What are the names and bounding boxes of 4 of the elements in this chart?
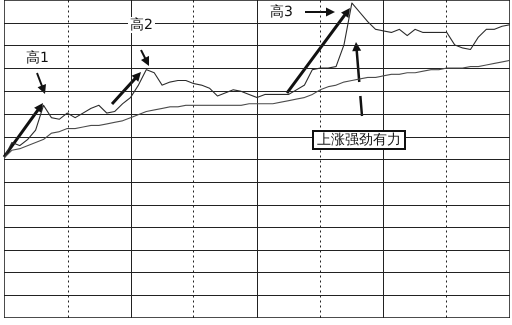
annotation: 上涨强劲有力 (312, 130, 406, 150)
annotation: 高1 (24, 50, 51, 66)
annotation: 高2 (128, 17, 155, 33)
annotation: 高3 (268, 4, 295, 20)
